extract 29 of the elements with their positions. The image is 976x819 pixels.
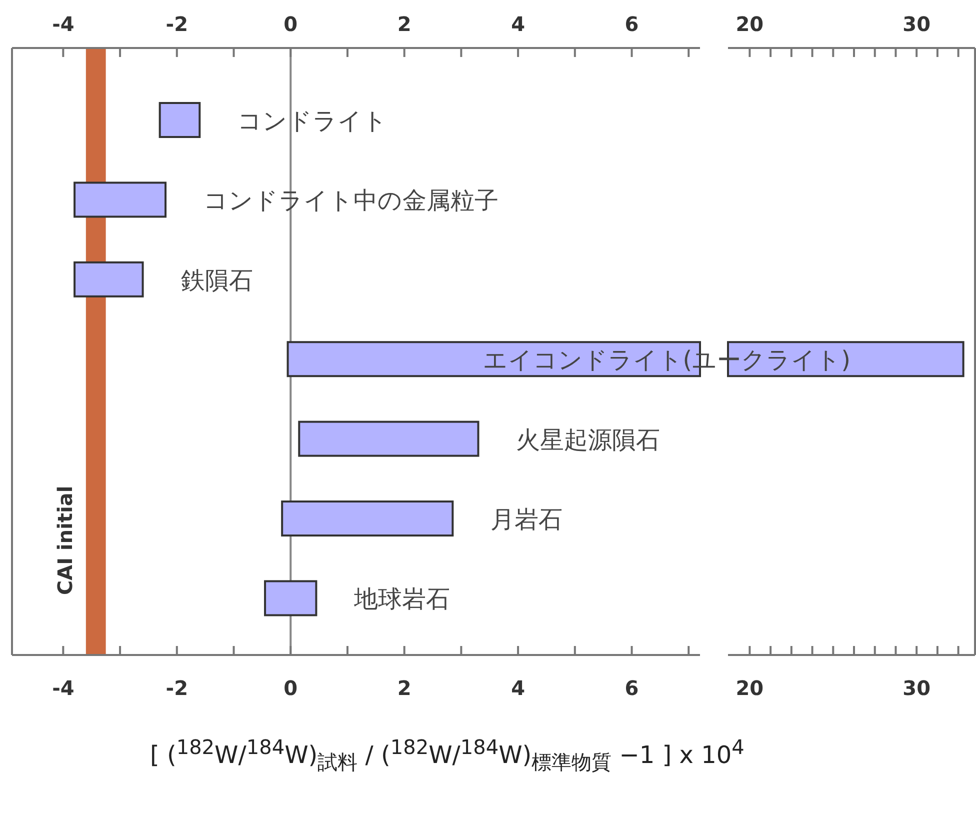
x2-tick-label: 6 (624, 12, 639, 36)
y-tick-label: コンドライト (238, 107, 388, 135)
x-tick-label: 20 (736, 676, 764, 700)
bar (74, 182, 167, 218)
y-tick-label: 地球岩石 (353, 585, 450, 614)
bar (264, 580, 318, 616)
x2-tick-label: 2 (397, 12, 412, 36)
x2-tick-label: 20 (736, 12, 764, 36)
y-tick-label: 月岩石 (490, 506, 563, 534)
x2-tick-label: 30 (902, 12, 931, 36)
x2-tick-label: 0 (284, 12, 298, 36)
x-tick-label: 4 (511, 676, 526, 700)
x-tick-label: 30 (902, 676, 931, 700)
bar (158, 102, 201, 138)
band-label: CAI initial (52, 486, 77, 595)
x-tick-label: 6 (624, 676, 639, 700)
y-tick-label: 鉄隕石 (180, 266, 253, 294)
x-tick-label: 2 (397, 676, 412, 700)
x2-tick-label: 4 (511, 12, 526, 36)
bar (298, 420, 480, 457)
bar (281, 500, 454, 536)
y-tick-label: 火星起源隕石 (516, 426, 660, 454)
x2-tick-label: -4 (52, 12, 74, 36)
x-tick-label: 0 (284, 676, 298, 700)
x-tick-label: -4 (52, 676, 74, 700)
bar (74, 261, 144, 298)
x2-tick-label: -2 (166, 12, 188, 36)
text: [ ($^{182}$W/$^{184}$W)$_{試料}$ / ($^{182}$W/$^{184}$W)$_{標準物質}$ −1 ] x 10$^{4}$ (150, 735, 744, 774)
x-tick-label: -2 (166, 676, 188, 700)
